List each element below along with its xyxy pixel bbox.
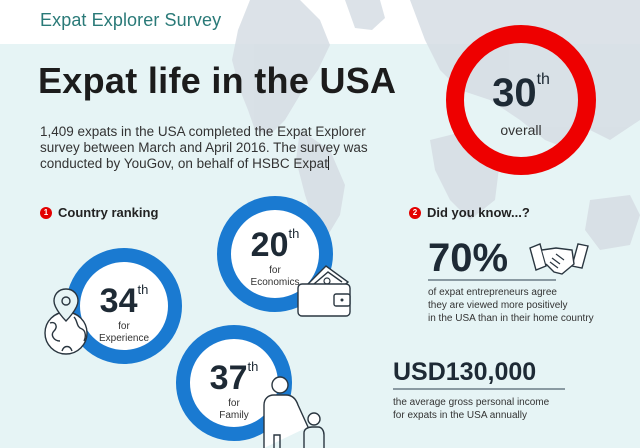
country-ranking-heading: 1 Country ranking: [40, 205, 158, 220]
did-you-know-heading: 2 Did you know...?: [409, 205, 530, 220]
wallet-icon: [297, 265, 351, 317]
rank-label: for Economics: [250, 265, 300, 288]
intro-text: 1,409 expats in the USA completed the Ex…: [40, 124, 368, 171]
section-heading-text: Country ranking: [58, 205, 159, 220]
overall-rank: 30th: [464, 71, 578, 116]
parent-child-icon: [263, 376, 325, 448]
stat-description-entrepreneurs: of expat entrepreneurs agree they are vi…: [428, 287, 594, 324]
survey-title: Expat Explorer Survey: [40, 10, 222, 30]
intro-paragraph: 1,409 expats in the USA completed the Ex…: [40, 124, 400, 172]
text-cursor: [327, 156, 329, 170]
overall-rank-ring: 30th overall: [446, 25, 596, 175]
rank-label: for Experience: [98, 321, 150, 344]
rank-ring-experience: 34th for Experience: [66, 248, 182, 364]
stat-divider: [393, 388, 565, 390]
rank-value: 20th: [250, 226, 300, 264]
handshake-icon: [529, 243, 589, 275]
overall-rank-suffix: th: [536, 71, 550, 88]
stat-description-income: the average gross personal income for ex…: [393, 397, 550, 421]
section-badge: 1: [40, 206, 52, 219]
rank-value: 37th: [209, 359, 259, 397]
page-title: Expat life in the USA: [38, 60, 397, 101]
overall-label: overall: [500, 122, 542, 138]
section-heading-text: Did you know...?: [427, 205, 530, 220]
globe-pin-icon: [44, 288, 88, 355]
section-badge: 2: [409, 206, 421, 219]
overall-rank-value: 30: [492, 71, 537, 115]
rank-label: for Family: [219, 398, 249, 421]
stat-divider: [428, 279, 556, 281]
rank-value: 34th: [99, 282, 149, 320]
stat-value-income: USD130,000: [393, 358, 537, 386]
stat-value-entrepreneurs: 70%: [428, 236, 509, 280]
